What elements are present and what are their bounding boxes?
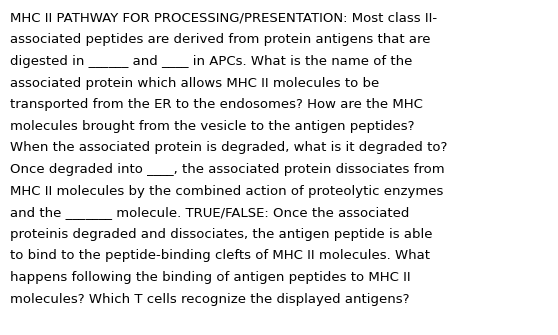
Text: When the associated protein is degraded, what is it degraded to?: When the associated protein is degraded,… [10, 141, 448, 154]
Text: Once degraded into ____, the associated protein dissociates from: Once degraded into ____, the associated … [10, 163, 445, 176]
Text: molecules brought from the vesicle to the antigen peptides?: molecules brought from the vesicle to th… [10, 120, 415, 133]
Text: associated peptides are derived from protein antigens that are: associated peptides are derived from pro… [10, 34, 431, 46]
Text: MHC II molecules by the combined action of proteolytic enzymes: MHC II molecules by the combined action … [10, 185, 444, 198]
Text: MHC II PATHWAY FOR PROCESSING/PRESENTATION: Most class II-: MHC II PATHWAY FOR PROCESSING/PRESENTATI… [10, 12, 437, 25]
Text: happens following the binding of antigen peptides to MHC II: happens following the binding of antigen… [10, 271, 411, 284]
Text: transported from the ER to the endosomes? How are the MHC: transported from the ER to the endosomes… [10, 98, 423, 111]
Text: molecules? Which T cells recognize the displayed antigens?: molecules? Which T cells recognize the d… [10, 293, 410, 306]
Text: proteinis degraded and dissociates, the antigen peptide is able: proteinis degraded and dissociates, the … [10, 228, 432, 241]
Text: to bind to the peptide-binding clefts of MHC II molecules. What: to bind to the peptide-binding clefts of… [10, 249, 430, 262]
Text: and the _______ molecule. TRUE/FALSE: Once the associated: and the _______ molecule. TRUE/FALSE: On… [10, 206, 410, 219]
Text: associated protein which allows MHC II molecules to be: associated protein which allows MHC II m… [10, 77, 379, 89]
Text: digested in ______ and ____ in APCs. What is the name of the: digested in ______ and ____ in APCs. Wha… [10, 55, 412, 68]
